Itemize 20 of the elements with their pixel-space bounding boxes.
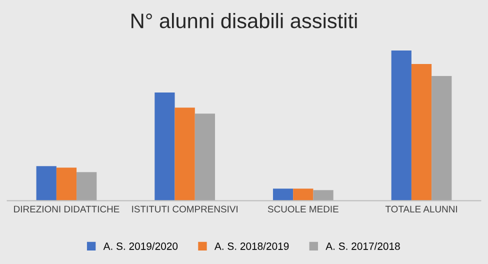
bar bbox=[76, 172, 97, 201]
legend-label: A. S. 2017/2018 bbox=[326, 242, 400, 250]
bar bbox=[174, 108, 195, 201]
bar bbox=[36, 166, 56, 201]
bar bbox=[154, 92, 175, 201]
x-tick-label: SCUOLE MEDIE bbox=[268, 206, 338, 212]
x-tick-label: TOTALE ALUNNI bbox=[385, 206, 457, 212]
legend-label: A. S. 2018/2019 bbox=[214, 242, 289, 250]
chart-title: N° alunni disabili assistiti bbox=[132, 12, 357, 28]
x-tick-label: ISTITUTI COMPRENSIVI bbox=[132, 206, 238, 212]
x-tick-label: DIREZIONI DIDATTICHE bbox=[14, 206, 120, 212]
bar bbox=[391, 50, 412, 201]
bar bbox=[194, 114, 216, 201]
bar bbox=[432, 76, 452, 201]
bar bbox=[272, 188, 294, 201]
bar bbox=[293, 188, 314, 201]
bar bbox=[56, 168, 77, 201]
bar bbox=[313, 190, 334, 201]
bar bbox=[411, 64, 432, 201]
legend-label: A. S. 2019/2020 bbox=[103, 242, 178, 250]
